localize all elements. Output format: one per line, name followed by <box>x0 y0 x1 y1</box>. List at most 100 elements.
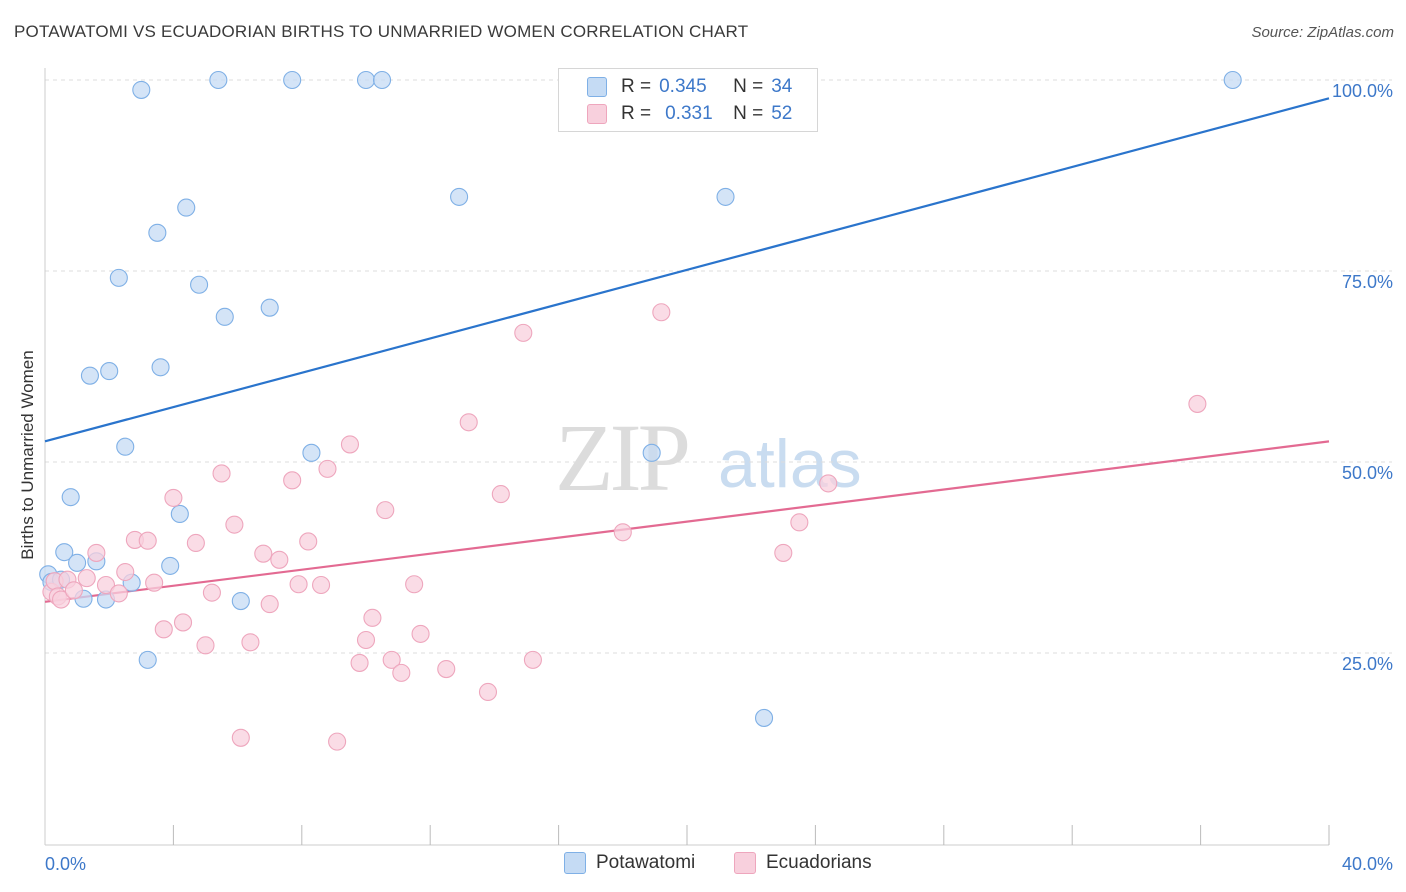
point-ecuadorians <box>523 650 542 669</box>
point-potawatomi <box>215 307 234 326</box>
point-potawatomi <box>231 591 250 611</box>
point-ecuadorians <box>173 613 193 632</box>
point-ecuadorians <box>1188 394 1207 413</box>
y-tick-label: 75.0% <box>1342 272 1393 292</box>
point-ecuadorians <box>116 562 135 582</box>
point-potawatomi <box>109 268 128 287</box>
point-potawatomi <box>754 708 774 727</box>
point-ecuadorians <box>411 624 430 643</box>
x-tick-label: 0.0% <box>45 854 86 874</box>
point-ecuadorians <box>514 323 533 342</box>
bottom-legend-label-ecuadorians: Ecuadorians <box>766 852 872 873</box>
point-ecuadorians <box>613 523 632 542</box>
point-ecuadorians <box>154 620 173 639</box>
point-potawatomi <box>260 298 279 317</box>
point-potawatomi <box>55 543 74 562</box>
point-ecuadorians <box>202 583 221 602</box>
point-ecuadorians <box>225 515 244 534</box>
point-potawatomi <box>116 437 135 456</box>
point-ecuadorians <box>819 474 838 493</box>
legend-n-label: N = <box>733 103 764 124</box>
legend-swatch-ecuadorians <box>587 104 607 124</box>
point-ecuadorians <box>196 636 215 655</box>
point-potawatomi <box>1223 70 1242 90</box>
legend-swatch-potawatomi <box>587 77 607 97</box>
y-tick-label: 100.0% <box>1332 81 1393 101</box>
point-ecuadorians <box>392 663 411 682</box>
point-ecuadorians <box>77 569 96 588</box>
trend-line-potawatomi <box>44 97 1330 443</box>
watermark-zip: ZIP <box>555 404 691 511</box>
point-potawatomi <box>209 70 228 90</box>
point-ecuadorians <box>790 513 809 532</box>
trend-lines <box>44 97 1330 603</box>
point-ecuadorians <box>64 581 83 600</box>
legend-n-label: N = <box>733 76 764 97</box>
x-tick-label: 40.0% <box>1342 854 1393 874</box>
point-potawatomi <box>716 187 735 206</box>
point-potawatomi <box>372 70 392 90</box>
point-ecuadorians <box>270 550 289 569</box>
legend-n-value: 52 <box>771 103 793 124</box>
point-potawatomi <box>170 504 189 524</box>
point-potawatomi <box>100 362 119 381</box>
point-potawatomi <box>450 187 469 206</box>
bottom-legend-swatch-potawatomi <box>564 852 586 874</box>
point-ecuadorians <box>299 532 318 551</box>
legend-row-potawatomi: R = 0.345 N = 34 <box>587 75 792 99</box>
point-ecuadorians <box>652 303 671 322</box>
point-ecuadorians <box>318 459 337 478</box>
bottom-legend-potawatomi: Potawatomi <box>564 852 695 874</box>
legend-r-value: 0.345 <box>659 76 707 97</box>
legend: R = 0.345 N = 34 R = 0.331 N = 52 <box>558 68 818 132</box>
point-potawatomi <box>61 488 80 507</box>
point-ecuadorians <box>164 488 183 507</box>
point-potawatomi <box>642 443 661 462</box>
watermark-atlas: atlas <box>718 426 862 502</box>
point-ecuadorians <box>312 575 331 595</box>
source-label: Source: ZipAtlas.com <box>1251 24 1394 41</box>
axes <box>44 68 1330 846</box>
point-ecuadorians <box>382 650 401 669</box>
tick-labels: 100.0% 75.0% 50.0% 25.0% 0.0% 40.0% <box>45 81 1393 874</box>
bottom-legend-label-potawatomi: Potawatomi <box>596 852 696 873</box>
point-ecuadorians <box>437 659 456 679</box>
point-ecuadorians <box>145 573 164 592</box>
legend-n-value: 34 <box>771 76 793 97</box>
point-ecuadorians <box>87 543 106 562</box>
point-ecuadorians <box>478 682 498 702</box>
point-potawatomi <box>151 358 170 377</box>
point-ecuadorians <box>340 435 360 454</box>
point-ecuadorians <box>186 533 205 553</box>
point-ecuadorians <box>491 485 510 504</box>
legend-row-ecuadorians: R = 0.331 N = 52 <box>587 102 792 126</box>
point-ecuadorians <box>774 543 793 562</box>
point-ecuadorians <box>283 471 302 490</box>
point-potawatomi <box>356 70 376 90</box>
y-tick-label: 25.0% <box>1342 654 1393 674</box>
point-potawatomi <box>283 70 302 90</box>
point-potawatomi <box>190 275 209 294</box>
bottom-legend-swatch-ecuadorians <box>734 852 756 874</box>
point-potawatomi <box>161 556 180 575</box>
point-ecuadorians <box>289 575 308 594</box>
point-ecuadorians <box>231 728 250 747</box>
point-potawatomi <box>80 366 99 385</box>
point-ecuadorians <box>459 413 478 432</box>
point-ecuadorians <box>109 584 128 603</box>
point-ecuadorians <box>405 575 424 594</box>
y-axis-label: Births to Unmarried Women <box>18 350 37 560</box>
point-ecuadorians <box>356 630 376 650</box>
point-potawatomi <box>148 223 167 242</box>
y-tick-label: 50.0% <box>1342 463 1393 483</box>
point-ecuadorians <box>51 590 71 609</box>
point-ecuadorians <box>241 633 260 652</box>
data-points <box>39 70 1242 751</box>
point-ecuadorians <box>260 595 279 614</box>
point-potawatomi <box>302 443 321 462</box>
chart-title: POTAWATOMI VS ECUADORIAN BIRTHS TO UNMAR… <box>14 22 749 41</box>
point-ecuadorians <box>328 732 347 751</box>
gridlines <box>45 79 1392 654</box>
point-potawatomi <box>177 198 196 217</box>
